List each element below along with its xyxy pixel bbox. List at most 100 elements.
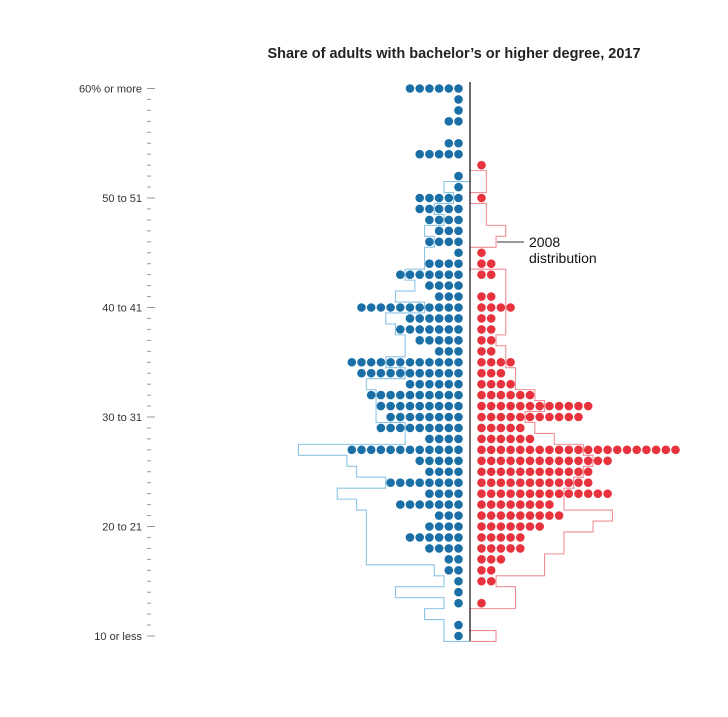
dot-2017 xyxy=(564,478,574,488)
dot-2017 xyxy=(496,511,506,520)
dot-2017 xyxy=(525,390,535,400)
dot-2017 xyxy=(477,357,486,367)
dot-2017 xyxy=(613,445,622,455)
dot-2017 xyxy=(425,434,434,444)
dot-2017 xyxy=(434,149,444,159)
dot-2017 xyxy=(535,401,544,411)
dot-2017 xyxy=(454,379,463,389)
dot-2017 xyxy=(583,456,593,466)
dot-2017 xyxy=(603,456,612,466)
dot-2017 xyxy=(376,368,386,378)
dot-2017 xyxy=(564,489,574,498)
dot-2017 xyxy=(434,434,444,444)
y-tick-label: 30 to 31 xyxy=(102,412,142,424)
dot-2017 xyxy=(554,401,564,411)
dot-2017 xyxy=(477,193,486,203)
dot-2017 xyxy=(444,281,454,290)
y-axis: 60% or more 50 to 51 40 to 41 30 to 31 20 to… xyxy=(79,84,155,643)
dot-2017 xyxy=(444,215,454,225)
dot-2017 xyxy=(376,401,386,411)
dot-2017 xyxy=(486,347,496,356)
dot-2017 xyxy=(486,467,496,477)
dot-2017 xyxy=(477,347,486,356)
dot-2017 xyxy=(535,456,544,466)
dot-2017 xyxy=(477,456,486,466)
dot-2017 xyxy=(496,401,506,411)
y-tick-label: 50 to 51 xyxy=(102,193,142,205)
dot-2017 xyxy=(444,303,454,312)
dot-2017 xyxy=(516,412,525,422)
dot-2017 xyxy=(434,533,444,542)
dot-2017 xyxy=(396,412,405,422)
dot-2017 xyxy=(525,478,535,488)
dot-2017 xyxy=(593,489,603,498)
dot-2017 xyxy=(603,445,612,455)
dot-2017 xyxy=(396,390,405,400)
dot-2017 xyxy=(396,423,405,433)
dot-2017 xyxy=(415,533,425,542)
dot-2017 xyxy=(405,445,415,455)
dot-2017 xyxy=(454,522,463,531)
dot-2017 xyxy=(396,357,405,367)
dot-2017 xyxy=(454,281,463,290)
dot-2017 xyxy=(516,434,525,444)
dot-2017 xyxy=(554,467,564,477)
dot-2017 xyxy=(554,511,564,520)
dot-2017 xyxy=(496,533,506,542)
dot-2017 xyxy=(386,401,395,411)
dot-2017 xyxy=(574,456,583,466)
dot-2017 xyxy=(454,357,463,367)
dot-2017 xyxy=(622,445,632,455)
y-tick-label: 10 or less xyxy=(94,631,142,643)
dot-2017 xyxy=(506,401,515,411)
dot-2017 xyxy=(545,500,554,509)
dot-2017 xyxy=(444,412,454,422)
dot-2017 xyxy=(425,401,434,411)
dot-2017 xyxy=(486,500,496,509)
dot-2017 xyxy=(516,511,525,520)
dot-2017 xyxy=(477,511,486,520)
dot-2017 xyxy=(444,434,454,444)
annotation-line-1: 2008 xyxy=(529,234,560,250)
dot-2017 xyxy=(486,544,496,553)
dot-2017 xyxy=(415,379,425,389)
dot-2017 xyxy=(454,171,463,181)
dot-2017 xyxy=(396,445,405,455)
dot-2017 xyxy=(477,489,486,498)
dot-2017 xyxy=(486,357,496,367)
dot-2017 xyxy=(425,259,434,269)
dot-2017 xyxy=(415,149,425,159)
dot-2017 xyxy=(444,489,454,498)
dot-2017 xyxy=(425,390,434,400)
dot-2017 xyxy=(454,620,463,630)
dot-2017 xyxy=(583,478,593,488)
dot-2017 xyxy=(444,193,454,203)
dot-2017 xyxy=(486,336,496,345)
dot-2017 xyxy=(477,368,486,378)
dot-2017 xyxy=(477,434,486,444)
dot-2017 xyxy=(477,423,486,433)
dot-2017 xyxy=(347,445,357,455)
dot-2017 xyxy=(434,544,444,553)
dot-2017 xyxy=(486,522,496,531)
dot-2017 xyxy=(496,412,506,422)
dot-2017 xyxy=(454,314,463,323)
dot-2017 xyxy=(454,390,463,400)
dot-2017 xyxy=(583,467,593,477)
dot-2017 xyxy=(486,325,496,334)
dot-2017 xyxy=(525,511,535,520)
dot-2017 xyxy=(357,357,366,367)
dot-2017 xyxy=(454,555,463,564)
dot-2017 xyxy=(454,117,463,126)
dot-2017 xyxy=(545,412,554,422)
dot-2017 xyxy=(434,347,444,356)
dot-2017 xyxy=(477,598,486,608)
dot-2017 xyxy=(425,270,434,279)
dot-2017 xyxy=(506,544,515,553)
dots-2017-right xyxy=(477,160,680,608)
dot-2017 xyxy=(496,456,506,466)
y-tick-label: 40 to 41 xyxy=(102,303,142,315)
dot-2017 xyxy=(496,379,506,389)
dot-2017 xyxy=(454,544,463,553)
